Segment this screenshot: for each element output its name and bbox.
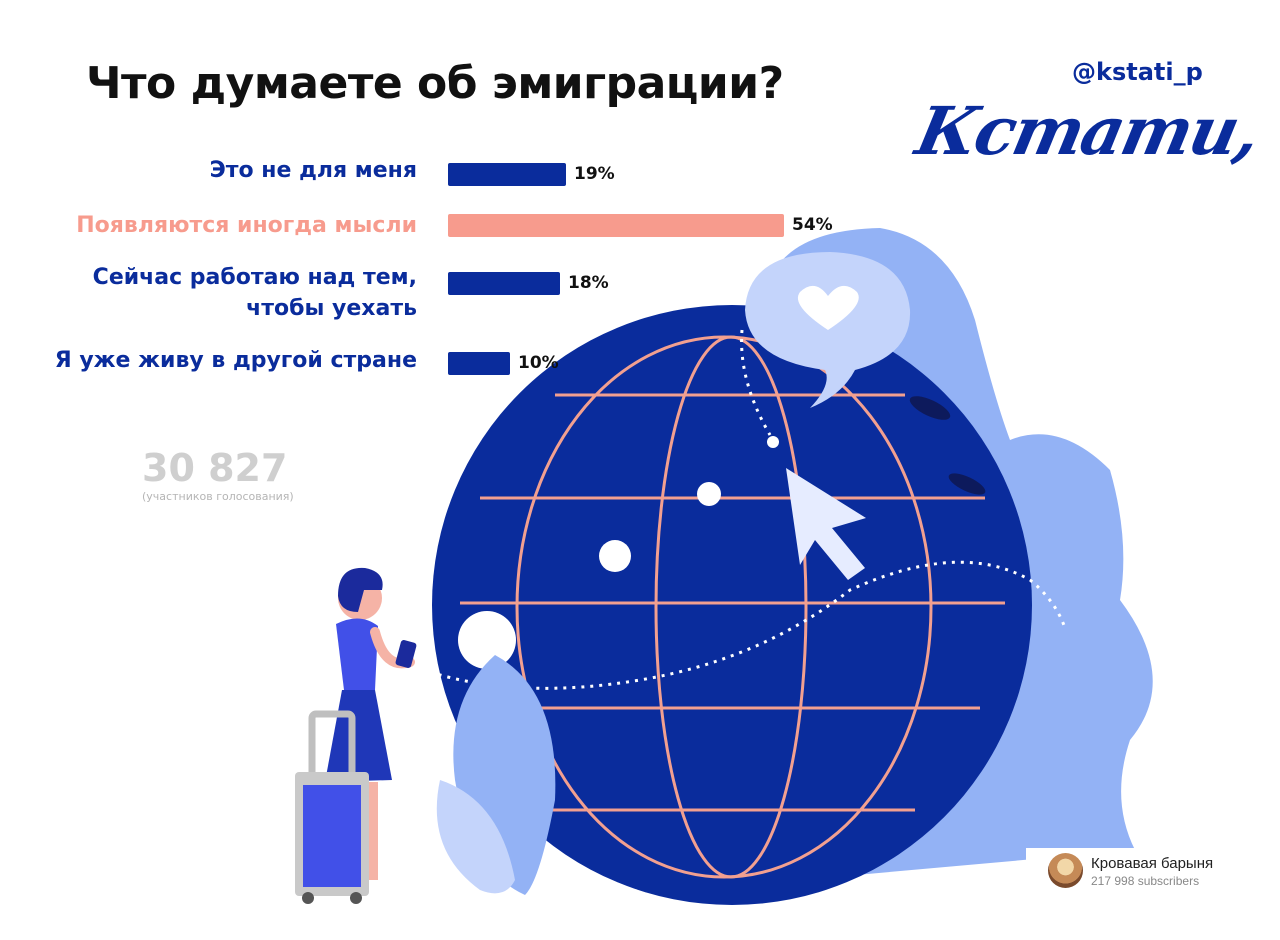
globe [432,305,1032,905]
dotted-route-2 [740,329,772,436]
subscriber-count: 217 998 subscribers [1091,874,1200,888]
value-label: 10% [518,353,559,373]
orbit-shape-1 [909,396,951,420]
channel-handle: @kstati_p [1072,58,1203,86]
value-label: 18% [568,273,609,293]
bar [448,214,784,237]
category-label: Сейчас работаю над тем, чтобы уехать [92,265,417,321]
globe-dot-1 [697,482,721,506]
woman-skirt [325,690,392,782]
globe-dot-3 [767,436,779,448]
bar [448,163,566,186]
suitcase-panel [303,785,361,887]
orbit-shape-2 [948,473,986,495]
suitcase-wheel-2 [350,892,362,904]
globe-grid [460,335,1005,879]
value-label: 54% [792,215,833,235]
page-title: Что думаете об эмиграции? [86,58,784,109]
bar [448,352,510,375]
woman-top [336,618,378,690]
value-label: 19% [574,164,615,184]
category-label: Появляются иногда мысли [76,213,417,238]
globe-dot-4 [458,611,516,669]
dotted-route [429,560,1067,690]
bar [448,272,560,295]
brand-logo: Кстати, [909,92,1266,170]
heart-icon [797,285,859,330]
globe-dot-2 [599,540,631,572]
category-label: Я уже живу в другой стране [54,348,417,373]
total-votes-label: (участников голосования) [142,490,294,503]
speech-bubble [745,252,911,408]
channel-badge[interactable]: Кровавая барыня 217 998 subscribers [1026,848,1280,894]
avatar[interactable] [1048,853,1083,888]
channel-name[interactable]: Кровавая барыня [1091,855,1214,872]
cursor-icon [786,468,866,580]
suitcase-wheel-1 [302,892,314,904]
total-votes: 30 827 [142,446,288,490]
category-label: Это не для меня [209,158,417,183]
leaf-small [436,780,515,894]
phone-icon [395,640,417,668]
woman-hair [338,567,383,612]
